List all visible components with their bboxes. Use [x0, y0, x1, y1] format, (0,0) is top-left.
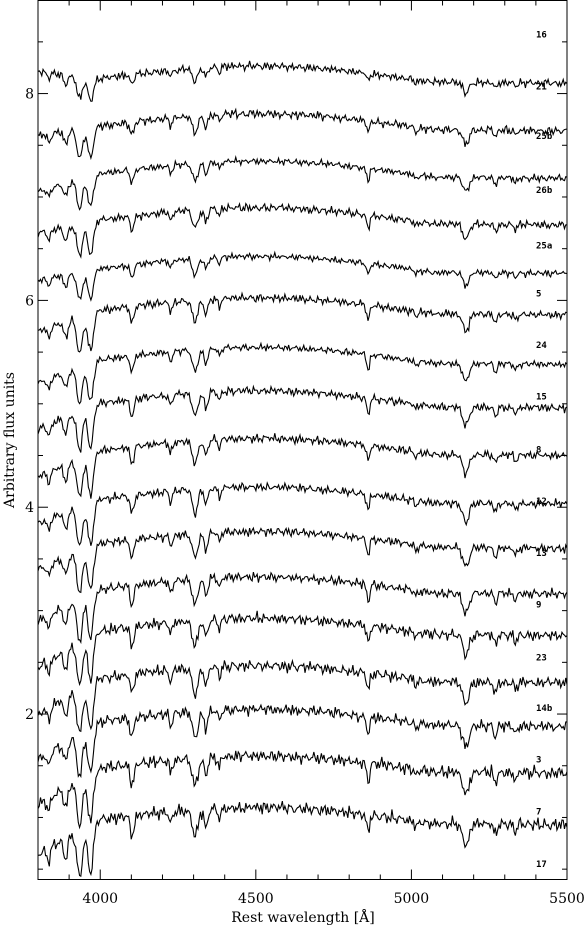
- x-tick-label: 4500: [238, 891, 274, 907]
- axis-ticks: [37, 0, 568, 880]
- x-tick-label: 5500: [549, 891, 585, 907]
- spectrum-label-24: 24: [536, 341, 547, 351]
- spectrum-line-12: [37, 481, 568, 546]
- spectrum-label-8: 8: [536, 445, 541, 455]
- spectrum-line-26b: [37, 202, 568, 259]
- y-tick-label: 6: [25, 293, 34, 309]
- spectrum-label-26b: 26b: [536, 186, 553, 196]
- spectrum-label-23: 23: [536, 653, 547, 663]
- spectrum-line-3: [37, 703, 568, 779]
- x-tick-label: 5000: [394, 891, 430, 907]
- spectrum-label-12: 12: [536, 497, 547, 507]
- spectrum-label-5: 5: [536, 289, 541, 299]
- spectrum-line-17: [37, 800, 568, 878]
- spectrum-line-23: [37, 610, 568, 687]
- y-tick-label: 4: [25, 500, 34, 516]
- spectrum-label-14b: 14b: [536, 704, 553, 714]
- spectrum-label-9: 9: [536, 601, 541, 611]
- spectrum-label-3: 3: [536, 756, 541, 766]
- spectrum-label-25b: 25b: [536, 132, 553, 142]
- spectrum-line-7: [37, 750, 568, 830]
- spectrum-label-7: 7: [536, 807, 541, 817]
- spectra-series: [37, 60, 568, 878]
- spectrum-label-13: 13: [536, 549, 547, 559]
- plot-frame: [37, 0, 568, 880]
- spectrum-line-25a: [37, 250, 568, 302]
- spectrum-labels: 16 21 25b 26b 25a 5 24 15 8 12 13 9 23 14b 3 7 17: [536, 31, 553, 870]
- spectrum-line-8: [37, 432, 568, 499]
- spectrum-label-25a: 25a: [536, 242, 552, 252]
- spectrum-line-5: [37, 291, 568, 353]
- y-tick-label: 8: [25, 87, 34, 103]
- spectrum-line-16: [37, 60, 568, 102]
- y-axis-title: Arbitrary flux units: [2, 372, 18, 509]
- spectrum-line-9: [37, 571, 568, 645]
- spectrum-label-21: 21: [536, 82, 547, 92]
- spectrum-label-17: 17: [536, 860, 547, 870]
- spectrum-line-15: [37, 384, 568, 453]
- y-tick-label: 2: [25, 707, 34, 723]
- spectrum-line-21: [37, 107, 568, 161]
- spectrum-line-24: [37, 341, 568, 405]
- spectrum-line-25b: [37, 155, 568, 211]
- x-axis-title: Rest wavelength [Å]: [231, 908, 374, 926]
- x-tick-label: 4000: [82, 891, 118, 907]
- spectrum-label-15: 15: [536, 393, 547, 403]
- spectrum-line-13: [37, 526, 568, 594]
- spectrum-label-16: 16: [536, 31, 547, 41]
- spectrum-line-14b: [37, 658, 568, 733]
